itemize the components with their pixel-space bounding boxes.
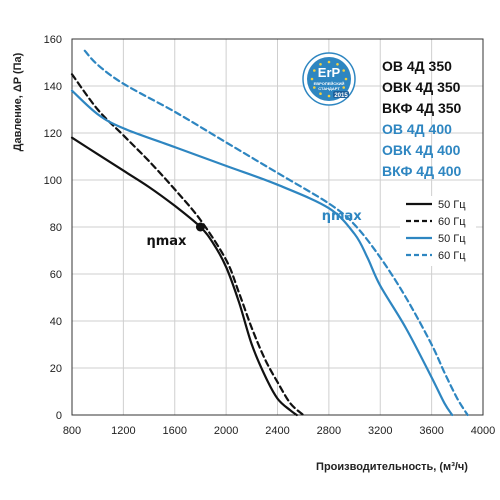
badge-year: 2015	[334, 93, 348, 99]
x-axis-title: Производительность, (м³/ч)	[316, 461, 468, 473]
series-line	[70, 89, 454, 417]
badge-star-icon	[342, 86, 345, 89]
y-tick-label: 0	[56, 410, 62, 422]
legend-box	[400, 196, 476, 266]
x-tick-label: 4000	[471, 425, 495, 437]
legend-label: 60 Гц	[438, 216, 466, 228]
y-axis-title: Давление, ΔP (Па)	[12, 52, 24, 151]
x-tick-label: 3200	[368, 425, 392, 437]
eta-max-label: ηmax	[322, 209, 363, 224]
model-name: ВКФ 4Д 350	[382, 100, 462, 116]
y-tick-label: 60	[50, 269, 62, 281]
badge-star-icon	[327, 94, 331, 98]
badge-star-icon	[319, 63, 322, 66]
model-name: ОВК 4Д 400	[382, 142, 461, 158]
eta-max-label: ηmax	[146, 234, 187, 249]
model-name: ВКФ 4Д 400	[382, 163, 462, 179]
series-line	[70, 136, 298, 417]
badge-star-icon	[344, 77, 348, 81]
x-tick-label: 1600	[163, 425, 187, 437]
x-tick-label: 800	[63, 425, 81, 437]
y-tick-label: 140	[44, 81, 62, 93]
y-tick-label: 80	[50, 222, 62, 234]
erp-badge: ErP ЕВРОПЕЙСКИЙ СТАНДАРТ 2015	[302, 52, 356, 106]
model-list: ОВ 4Д 350 ОВК 4Д 350 ВКФ 4Д 350 ОВ 4Д 400 ОВ…	[382, 58, 462, 179]
badge-star-icon	[313, 86, 316, 89]
model-name: ОВ 4Д 400	[382, 121, 452, 137]
legend-label: 50 Гц	[438, 233, 466, 245]
badge-star-icon	[319, 92, 322, 95]
x-tick-label: 1200	[111, 425, 135, 437]
badge-star-icon	[336, 63, 339, 66]
badge-year-tag	[333, 91, 349, 98]
y-tick-label: 160	[44, 34, 62, 46]
y-tick-label: 20	[50, 363, 62, 375]
badge-title: ErP	[318, 65, 341, 80]
eta-max-marker	[195, 222, 205, 232]
x-tick-label: 2400	[265, 425, 289, 437]
y-tick-label: 120	[44, 128, 62, 140]
legend: 50 Гц 60 Гц 50 Гц 60 Гц	[400, 196, 476, 266]
badge-disc	[307, 57, 351, 101]
badge-subtitle-line2: СТАНДАРТ	[318, 86, 340, 91]
badge-star-icon	[342, 69, 345, 72]
x-tick-label: 2000	[214, 425, 238, 437]
annotations: ηmax ηmax	[146, 209, 362, 249]
y-tick-label: 40	[50, 316, 62, 328]
plot-frame	[71, 38, 484, 416]
legend-label: 60 Гц	[438, 250, 466, 262]
y-tick-label: 100	[44, 175, 62, 187]
series-line	[83, 49, 469, 417]
series-line	[70, 73, 305, 417]
series-layer	[70, 49, 469, 417]
x-tick-label: 2800	[317, 425, 341, 437]
badge-star-icon	[310, 77, 314, 81]
badge-star-icon	[327, 60, 331, 64]
legend-label: 50 Гц	[438, 199, 466, 211]
axes: 800 1200 1600 2000 2400 2800 3200 3600 4000 0 20 40…	[44, 34, 496, 437]
model-name: ОВК 4Д 350	[382, 79, 461, 95]
model-name: ОВ 4Д 350	[382, 58, 452, 74]
badge-subtitle-line1: ЕВРОПЕЙСКИЙ	[314, 81, 345, 86]
x-tick-label: 3600	[419, 425, 443, 437]
badge-star-icon	[313, 69, 316, 72]
